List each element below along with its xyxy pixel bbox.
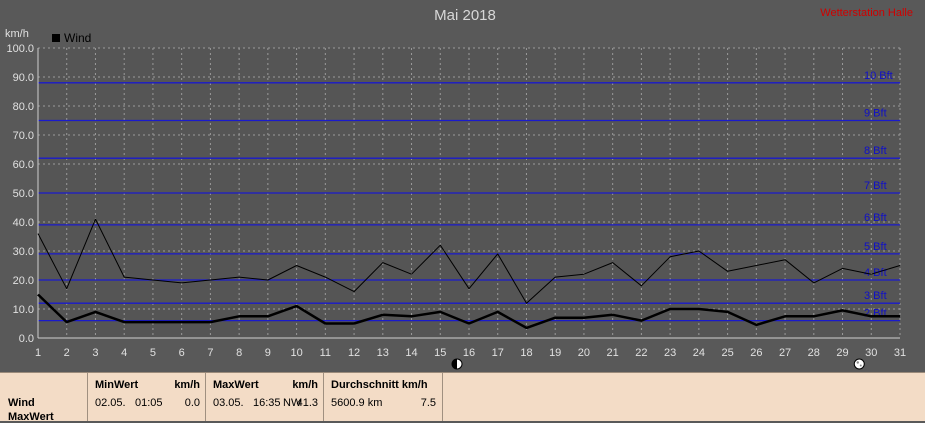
legend-swatch [52,34,60,42]
y-tick-label: 100.0 [6,43,34,55]
x-tick-label: 23 [664,347,676,359]
x-tick-label: 8 [236,347,242,359]
min-value: 0.0 [184,397,200,409]
x-tick-label: 29 [836,347,848,359]
x-tick-label: 3 [92,347,98,359]
x-tick-label: 5 [150,347,156,359]
brand-label: Wetterstation Halle [820,7,913,19]
avg-value: 7.5 [420,397,436,409]
x-tick-label: 22 [635,347,647,359]
chart-title: Mai 2018 [434,7,496,24]
full-moon-icon [853,358,865,370]
x-tick-label: 20 [578,347,590,359]
x-tick-label: 25 [721,347,733,359]
beaufort-label: 7 Bft [864,180,887,192]
x-tick-label: 30 [865,347,877,359]
x-tick-label: 15 [434,347,446,359]
beaufort-label: 9 Bft [864,108,887,120]
y-tick-label: 10.0 [13,304,34,316]
x-tick-label: 2 [64,347,70,359]
avg-distance: 5600.9 km [331,397,383,409]
row-label-wind: Wind [8,397,35,409]
y-tick-label: 70.0 [13,130,34,142]
x-tick-labels: 1 2 3 4 5 6 7 8 9 10 11 12 13 14 15 16 17 18 19 20 21 22 23 24 2… [35,347,906,359]
stats-table: Wind MaxWert MinWert km/h 02.05. 01:05 0… [0,372,925,423]
max-time: 16:35 [253,397,281,409]
x-tick-label: 21 [607,347,619,359]
legend-label: Wind [64,31,91,45]
x-tick-label: 7 [207,347,213,359]
x-tick-label: 18 [520,347,532,359]
min-unit: km/h [174,379,200,391]
beaufort-label: 10 Bft [864,70,893,82]
max-header: MaxWert [213,379,259,391]
y-tick-label: 20.0 [13,275,34,287]
x-tick-label: 4 [121,347,127,359]
series [37,218,901,330]
legend: Wind [52,31,91,45]
y-tick-label: 50.0 [13,188,34,200]
min-header: MinWert [95,379,139,391]
max-date: 03.05. [213,397,244,409]
x-tick-label: 6 [179,347,185,359]
x-tick-label: 1 [35,347,41,359]
min-time: 01:05 [135,397,163,409]
beaufort-label: 5 Bft [864,241,887,253]
x-tick-label: 11 [320,347,331,359]
row-label-maxwert: MaxWert [8,411,54,423]
x-tick-label: 16 [463,347,475,359]
x-tick-label: 9 [265,347,271,359]
x-tick-label: 26 [750,347,762,359]
beaufort-label: 2 Bft [864,308,887,320]
x-tick-label: 10 [290,347,302,359]
series-line-1 [37,218,901,304]
beaufort-label: 8 Bft [864,145,887,157]
x-tick-label: 12 [348,347,360,359]
max-direction: NW [283,397,302,409]
x-tick-label: 13 [377,347,389,359]
min-date: 02.05. [95,397,126,409]
x-tick-label: 17 [492,347,504,359]
moon-markers [451,358,865,370]
max-column: MaxWert km/h 03.05. 16:35 NW 41.3 [205,373,324,421]
y-tick-label: 0.0 [19,333,34,345]
x-tick-label: 24 [693,347,705,359]
y-tick-labels: 0.0 10.0 20.0 30.0 40.0 50.0 60.0 70.0 80.0 90.0 1… [6,43,34,345]
x-tick-label: 19 [549,347,561,359]
series-line-2 [37,293,900,330]
avg-column: Durchschnitt km/h 5600.9 km 7.5 [323,373,443,421]
y-tick-label: 40.0 [13,217,34,229]
x-tick-label: 31 [894,347,906,359]
beaufort-label: 3 Bft [864,290,887,302]
y-tick-label: 30.0 [13,246,34,258]
x-tick-label: 28 [808,347,820,359]
x-tick-label: 14 [405,347,417,359]
y-tick-label: 80.0 [13,101,34,113]
y-tick-label: 60.0 [13,159,34,171]
beaufort-label: 6 Bft [864,212,887,224]
y-axis-label: km/h [5,28,29,40]
moon-phase-icon [451,358,463,370]
y-tick-label: 90.0 [13,72,34,84]
max-unit: km/h [292,379,318,391]
avg-header: Durchschnitt km/h [331,379,428,391]
min-column: MinWert km/h 02.05. 01:05 0.0 [87,373,206,421]
x-tick-label: 27 [779,347,791,359]
max-value: 41.3 [296,397,318,409]
